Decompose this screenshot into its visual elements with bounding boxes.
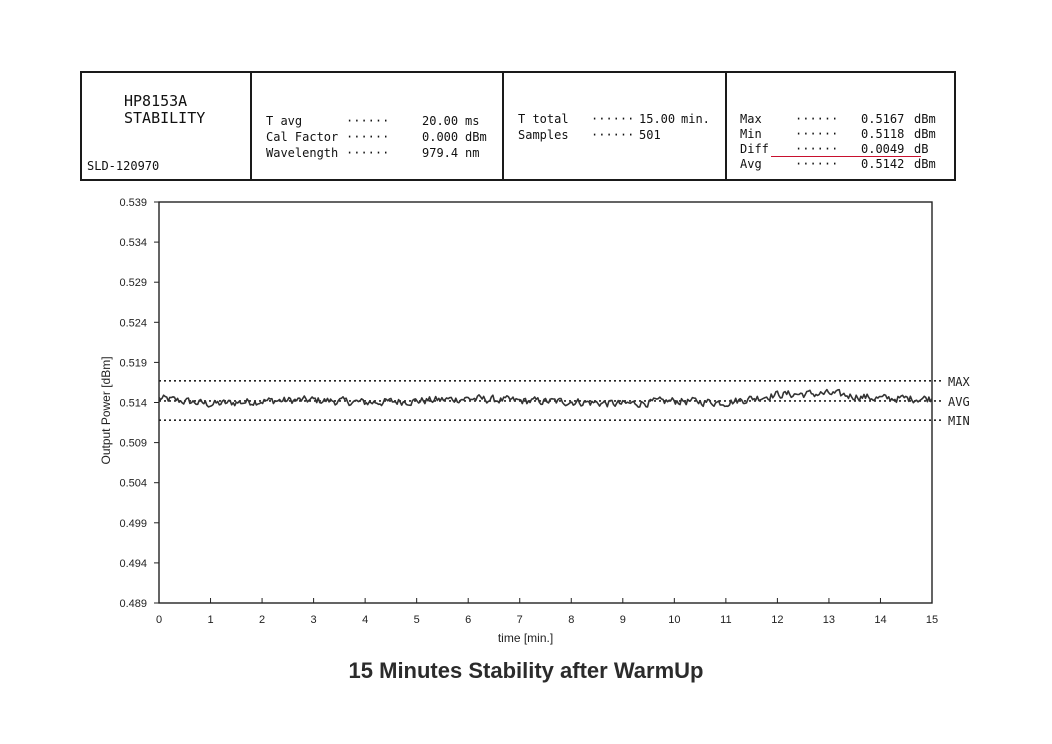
measurement-unit: dBm <box>465 130 487 144</box>
stats-value: 0.5142 <box>861 157 905 171</box>
measurement-cell: T avg ······ 20.00 ms Cal Factor ······ 0.000 d… <box>252 73 504 179</box>
stats-cell: Max ······ 0.5167 dBm Min ······ 0.5118 dBm Diff… <box>727 73 954 179</box>
stats-unit: dBm <box>914 112 936 126</box>
measurement-label: Wavelength <box>266 146 339 160</box>
leader-dots: ······ <box>346 114 390 128</box>
x-tick-label: 13 <box>823 614 835 626</box>
leader-dots: ······ <box>591 128 635 142</box>
x-tick-label: 12 <box>771 614 783 626</box>
leader-dots: ······ <box>591 112 635 126</box>
measurement-value: 20.00 <box>422 114 459 128</box>
stats-unit: dBm <box>914 127 936 141</box>
x-tick-label: 8 <box>568 614 574 626</box>
measurement-value: 0.000 <box>422 130 459 144</box>
stats-label: Max <box>740 112 762 126</box>
timing-label: T total <box>518 112 569 126</box>
x-tick-label: 4 <box>362 614 368 626</box>
stats-label: Avg <box>740 157 762 171</box>
leader-dots: ······ <box>795 127 839 141</box>
x-tick-label: 15 <box>926 614 938 626</box>
measurement-unit: nm <box>465 146 480 160</box>
timing-value: 15.00 <box>639 112 676 126</box>
y-tick-label: 0.489 <box>119 598 147 610</box>
x-tick-label: 9 <box>620 614 626 626</box>
leader-dots: ······ <box>795 157 839 171</box>
stats-value: 0.5167 <box>861 112 905 126</box>
x-tick-label: 5 <box>414 614 420 626</box>
stats-label: Diff <box>740 142 769 156</box>
measurement-label: T avg <box>266 114 303 128</box>
x-tick-label: 14 <box>874 614 886 626</box>
y-tick-label: 0.539 <box>119 197 147 209</box>
ref-label-avg: AVG <box>948 395 970 409</box>
y-tick-label: 0.534 <box>119 237 147 249</box>
ref-label-max: MAX <box>948 375 970 389</box>
y-tick-label: 0.504 <box>119 478 147 490</box>
leader-dots: ······ <box>795 112 839 126</box>
x-tick-label: 10 <box>668 614 680 626</box>
x-tick-label: 7 <box>517 614 523 626</box>
x-tick-label: 0 <box>156 614 162 626</box>
y-tick-label: 0.499 <box>119 518 147 530</box>
leader-dots: ······ <box>346 146 390 160</box>
measurement-unit: ms <box>465 114 480 128</box>
stability-chart: 0.539 0.534 0.529 0.524 0.519 0.514 0.509 0.504… <box>99 197 970 645</box>
x-tick-label: 2 <box>259 614 265 626</box>
timing-value: 501 <box>639 128 661 142</box>
info-box: HP8153A STABILITY SLD-120970 T avg ······… <box>80 71 956 181</box>
ref-label-min: MIN <box>948 414 970 428</box>
y-axis-title: Output Power [dBm] <box>99 356 113 464</box>
x-tick-label: 11 <box>720 614 731 626</box>
y-tick-label: 0.494 <box>119 558 147 570</box>
stats-unit: dB <box>914 142 929 156</box>
measurement-value: 979.4 <box>422 146 459 160</box>
chart-title: 15 Minutes Stability after WarmUp <box>348 658 704 683</box>
leader-dots: ······ <box>795 142 839 156</box>
y-tick-label: 0.524 <box>119 317 147 329</box>
stats-label: Min <box>740 127 762 141</box>
leader-dots: ······ <box>346 130 390 144</box>
x-tick-label: 1 <box>207 614 213 626</box>
y-tick-label: 0.529 <box>119 277 147 289</box>
stats-value: 0.0049 <box>861 142 905 156</box>
x-tick-label: 3 <box>311 614 317 626</box>
y-tick-label: 0.509 <box>119 438 147 450</box>
stats-value: 0.5118 <box>861 127 905 141</box>
instrument-cell: HP8153A STABILITY SLD-120970 <box>82 73 252 179</box>
timing-cell: T total ······ 15.00 min. Samples ······ 501 <box>504 73 727 179</box>
timing-label: Samples <box>518 128 569 142</box>
timing-unit: min. <box>681 112 710 126</box>
measurement-label: Cal Factor <box>266 130 339 144</box>
x-tick-label: 6 <box>465 614 471 626</box>
y-tick-label: 0.519 <box>119 357 147 369</box>
stats-unit: dBm <box>914 157 936 171</box>
x-axis-title: time [min.] <box>498 631 553 645</box>
instrument-mode: STABILITY <box>124 109 206 127</box>
instrument-name: HP8153A STABILITY <box>124 93 205 127</box>
diff-underline <box>771 156 921 157</box>
instrument-model: HP8153A <box>124 92 188 110</box>
serial-number: SLD-120970 <box>87 159 160 173</box>
series-line <box>158 388 933 408</box>
y-tick-label: 0.514 <box>119 398 147 410</box>
